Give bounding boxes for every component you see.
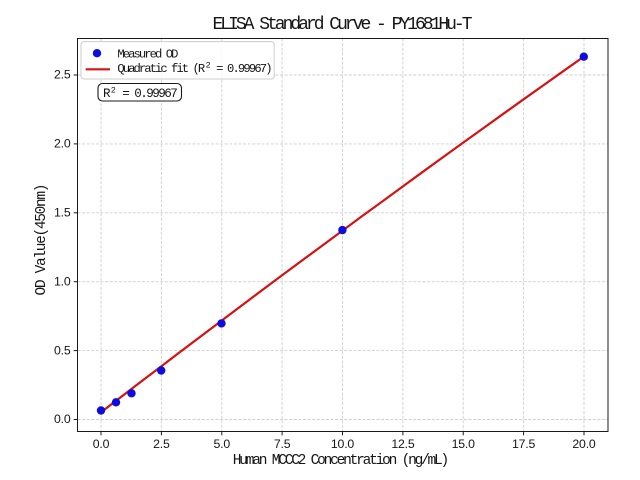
svg-text:OD Value(450nm): OD Value(450nm) <box>34 184 50 296</box>
svg-text:Measured OD: Measured OD <box>117 48 178 62</box>
svg-text:1.0: 1.0 <box>54 274 71 288</box>
svg-text:= 0.99967: = 0.99967 <box>116 87 178 101</box>
svg-text:2.5: 2.5 <box>153 437 170 451</box>
svg-text:15.0: 15.0 <box>452 437 475 451</box>
svg-text:= 0.99967): = 0.99967) <box>211 62 273 76</box>
svg-text:12.5: 12.5 <box>391 437 414 451</box>
svg-text:Human MCCC2 Concentration (ng/: Human MCCC2 Concentration (ng/mL) <box>233 453 450 469</box>
svg-text:2.0: 2.0 <box>54 137 71 151</box>
svg-text:0.0: 0.0 <box>54 412 71 426</box>
svg-text:R: R <box>103 87 111 101</box>
svg-text:2.5: 2.5 <box>54 68 71 82</box>
svg-text:0.5: 0.5 <box>54 343 71 357</box>
svg-text:1.5: 1.5 <box>54 206 71 220</box>
svg-text:2: 2 <box>111 85 116 95</box>
svg-text:17.5: 17.5 <box>512 437 535 451</box>
svg-text:Quadratic fit (R: Quadratic fit (R <box>117 62 205 76</box>
svg-text:7.5: 7.5 <box>274 437 291 451</box>
svg-text:2: 2 <box>206 61 211 71</box>
svg-text:20.0: 20.0 <box>572 437 595 451</box>
svg-text:10.0: 10.0 <box>331 437 354 451</box>
svg-text:ELISA Standard Curve - PY1681H: ELISA Standard Curve - PY1681Hu-T <box>213 15 473 35</box>
svg-text:0.0: 0.0 <box>93 437 110 451</box>
svg-text:5.0: 5.0 <box>214 437 231 451</box>
